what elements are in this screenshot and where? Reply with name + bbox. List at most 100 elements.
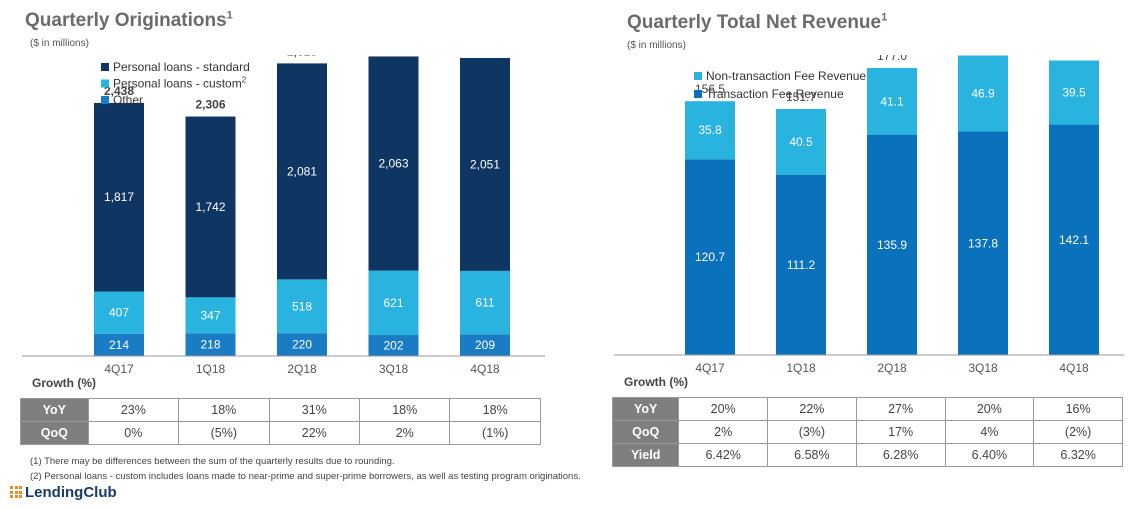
legend-swatch	[101, 96, 109, 104]
footnote-1: (1) There may be differences between the…	[30, 456, 395, 467]
legend-swatch	[101, 63, 109, 71]
growth-cell: (2%)	[1033, 420, 1123, 444]
legend-swatch	[694, 72, 702, 80]
net-revenue-growth-table: YoY 20% 22% 27% 20% 16% QoQ 2% (3%) 17% 4% (2%) Yiel…	[611, 397, 1123, 467]
right-growth-label: Growth (%)	[624, 375, 688, 389]
category-label: 4Q17	[695, 361, 725, 375]
segment-label: 120.7	[695, 250, 725, 264]
legend-entry: Non-transaction Fee Revenue	[706, 69, 866, 83]
segment-label: 111.2	[787, 258, 816, 272]
category-label: 4Q18	[470, 362, 500, 376]
bar-segment-1q18-1	[776, 109, 826, 175]
right-chart-title-text: Quarterly Total Net Revenue	[627, 12, 882, 33]
segment-label: 407	[109, 306, 129, 320]
bar-segment-2q18-1	[277, 279, 327, 334]
growth-row-qoq: QoQ 0% (5%) 22% 2% (1%)	[20, 421, 541, 445]
growth-row-yoy: YoY 20% 22% 27% 20% 16%	[611, 397, 1123, 421]
right-chart-title: Quarterly Total Net Revenue1	[627, 12, 887, 34]
segment-label: 347	[200, 308, 220, 322]
growth-cell: (5%)	[178, 421, 270, 445]
lendingclub-logo-text: LendingClub	[25, 484, 117, 501]
growth-cell: 6.40%	[944, 443, 1035, 467]
category-label: 2Q18	[877, 361, 907, 375]
segment-label: 135.9	[877, 238, 907, 252]
total-label: 156.5	[695, 82, 725, 96]
originations-growth-table: YoY 23% 18% 31% 18% 18% QoQ 0% (5%) 22% 2% (1%)	[20, 398, 541, 445]
segment-label: 137.8	[968, 236, 998, 250]
bar-segment-2q18-2	[277, 63, 327, 280]
left-chart-subtitle: ($ in millions)	[30, 38, 89, 49]
growth-cell: (3%)	[767, 420, 857, 444]
total-label: 2,818	[287, 55, 317, 58]
bar-segment-4q17-2	[94, 102, 144, 292]
bar-segment-3q18-0	[958, 131, 1008, 355]
bar-segment-4q18-0	[1049, 124, 1099, 355]
segment-label: 142.1	[1059, 233, 1089, 247]
legend-entry: Transaction Fee Revenue	[706, 87, 844, 101]
bar-segment-4q18-2	[460, 58, 510, 271]
bar-segment-4q17-0	[94, 333, 144, 356]
segment-label: 218	[200, 338, 220, 352]
bar-segment-1q18-0	[185, 333, 236, 356]
bar-segment-4q18-0	[460, 334, 510, 356]
bar-segment-4q17-1	[685, 101, 735, 160]
bar-segment-4q17-0	[685, 159, 735, 355]
segment-label: 611	[475, 296, 494, 310]
growth-cell: 4%	[944, 420, 1035, 444]
segment-label: 40.5	[789, 135, 813, 149]
growth-cell: 2%	[358, 421, 451, 445]
growth-cell: 2%	[678, 420, 769, 444]
growth-cell: 17%	[855, 420, 946, 444]
growth-cell: 6.28%	[855, 443, 946, 467]
lendingclub-logo-icon	[10, 486, 22, 498]
legend-swatch	[694, 90, 702, 98]
growth-cell: 6.42%	[678, 443, 769, 467]
total-label: 2,438	[104, 84, 134, 98]
bar-segment-3q18-1	[368, 270, 419, 336]
growth-cell: 20%	[678, 397, 769, 421]
growth-cell: 18%	[178, 398, 270, 422]
growth-cell: 6.58%	[767, 443, 857, 467]
bar-segment-3q18-1	[958, 55, 1008, 132]
bar-segment-4q18-1	[460, 270, 510, 335]
segment-label: 209	[475, 338, 495, 352]
bar-segment-1q18-0	[776, 174, 826, 355]
growth-row-label: Yield	[611, 443, 680, 467]
growth-row-label: YoY	[20, 398, 89, 422]
segment-label: 41.1	[880, 94, 904, 108]
legend-entry: Personal loans - custom2	[113, 76, 247, 91]
segment-label: 46.9	[971, 87, 995, 101]
bar-segment-3q18-2	[368, 56, 419, 271]
segment-label: 1,742	[195, 200, 225, 214]
growth-row-label: YoY	[611, 397, 680, 421]
total-label: 177.0	[877, 55, 907, 63]
growth-cell: 18%	[449, 398, 541, 422]
growth-cell: 23%	[87, 398, 180, 422]
segment-label: 35.8	[698, 123, 722, 137]
bar-segment-4q18-1	[1049, 60, 1099, 125]
legend-entry: Other	[113, 93, 143, 107]
category-label: 4Q17	[104, 362, 134, 376]
category-label: 1Q18	[786, 361, 816, 375]
legend-swatch	[101, 79, 109, 88]
segment-label: 214	[109, 338, 129, 352]
segment-label: 1,817	[104, 190, 134, 204]
total-label: 151.7	[786, 90, 816, 104]
total-label: 2,306	[195, 98, 225, 112]
total-label: 181.5	[1059, 55, 1089, 56]
bar-segment-2q18-1	[867, 67, 917, 135]
segment-label: 39.5	[1062, 86, 1086, 100]
net-revenue-chart: 120.7 35.8 156.5 4Q17 111.2 40.5 151.7 1Q18 135.…	[614, 55, 1124, 375]
left-growth-label: Growth (%)	[32, 376, 96, 390]
growth-cell: 16%	[1033, 397, 1123, 421]
right-chart-title-footnote-ref: 1	[881, 11, 888, 24]
bar-segment-4q17-1	[94, 291, 144, 334]
growth-cell: 27%	[855, 397, 946, 421]
left-chart-title-footnote-ref: 1	[226, 9, 233, 22]
growth-cell: 0%	[87, 421, 180, 445]
category-label: 3Q18	[968, 361, 998, 375]
segment-label: 518	[292, 299, 312, 313]
segment-label: 2,051	[470, 157, 500, 171]
growth-cell: 18%	[358, 398, 451, 422]
category-label: 3Q18	[379, 362, 409, 376]
